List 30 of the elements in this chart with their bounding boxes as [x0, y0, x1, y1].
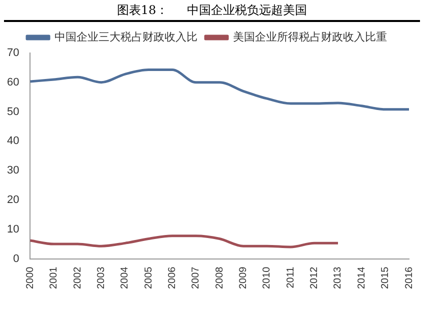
legend-label: 美国企业所得税占财政收入比重	[233, 30, 387, 44]
x-tick-label: 2003	[96, 266, 108, 290]
x-tick-label: 2009	[238, 266, 250, 290]
line-series	[28, 234, 340, 248]
y-tick-label: 40	[6, 135, 20, 148]
y-tick-label: 10	[6, 223, 20, 236]
x-tick-label: 2004	[120, 266, 131, 290]
x-tick-label: 2014	[356, 266, 368, 290]
x-tick-label: 2008	[214, 266, 226, 290]
x-tick-label: 2006	[167, 266, 178, 290]
x-tick-label: 2015	[380, 266, 392, 290]
x-tick-label: 2000	[24, 266, 36, 290]
y-tick-label: 70	[6, 47, 20, 60]
x-tick-label: 2012	[309, 266, 320, 290]
x-tick-label: 2002	[72, 266, 84, 290]
x-tick-label: 2011	[285, 266, 296, 288]
x-tick-label: 2013	[332, 266, 344, 290]
y-tick-label: 30	[6, 164, 20, 177]
x-tick-label: 2005	[143, 266, 154, 290]
chart-title: 图表18： 中国企业税负远超美国	[116, 2, 308, 19]
x-tick-label: 2010	[262, 266, 273, 290]
x-tick-label: 2016	[404, 266, 415, 290]
y-tick-label: 50	[6, 106, 20, 118]
x-tick-label: 2007	[190, 266, 202, 290]
x-tick-label: 2001	[48, 266, 60, 290]
y-tick-label: 60	[6, 76, 20, 88]
legend-label: 中国企业三大税占财政收入比	[54, 30, 198, 44]
y-tick-label: 0	[13, 252, 20, 265]
y-tick-label: 20	[6, 194, 20, 206]
line-series	[28, 68, 410, 111]
